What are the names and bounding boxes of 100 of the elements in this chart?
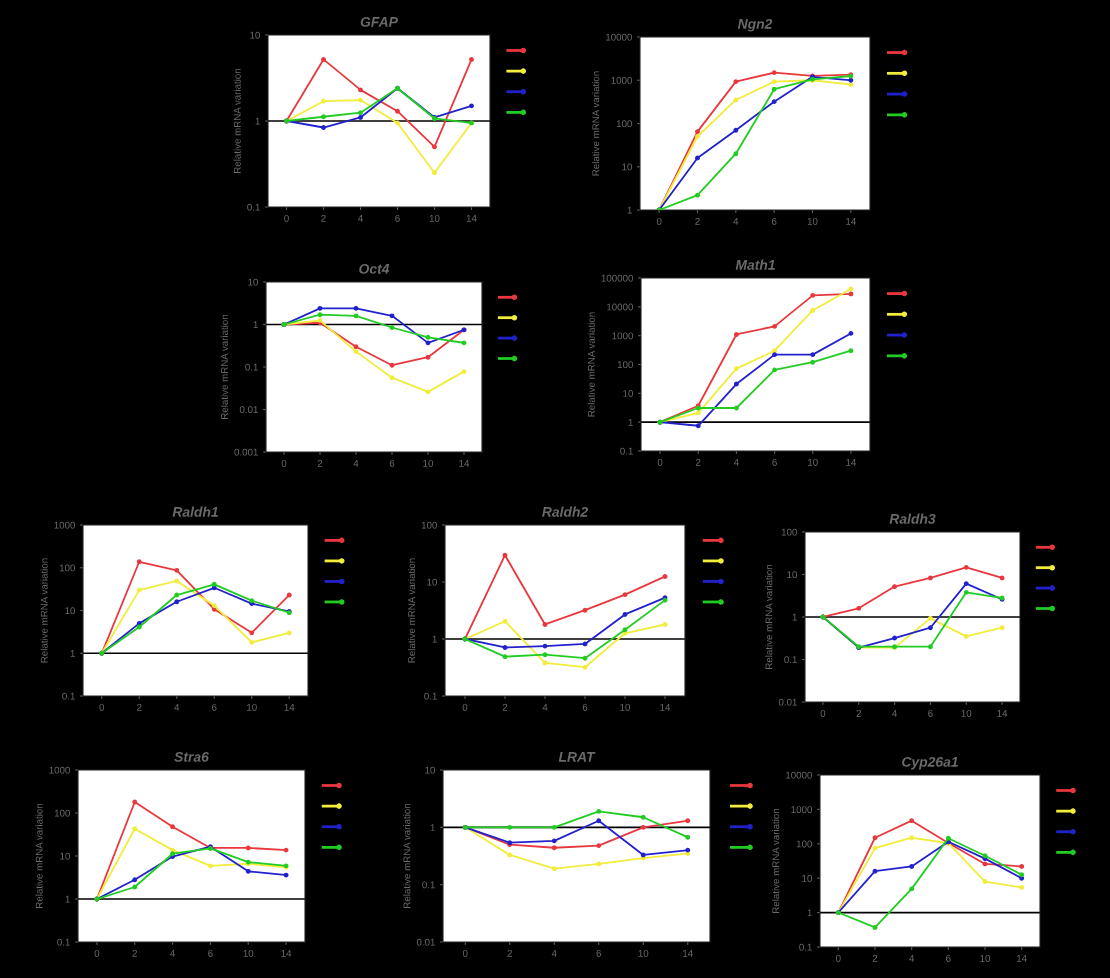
x-tick-label: 2 — [137, 703, 142, 711]
y-tick-label: 0.1 — [62, 692, 75, 700]
x-tick-label: 2 — [695, 217, 700, 225]
y-axis-title: Relative mRNA variation — [403, 803, 411, 908]
y-axis-title: Relative mRNA variation — [765, 564, 773, 669]
x-tick-label: 4 — [909, 955, 915, 962]
y-tick-label: 100 — [59, 564, 75, 572]
y-tick-label: 100 — [54, 809, 70, 817]
x-tick-label: 6 — [389, 459, 395, 467]
y-tick-label: 10 — [802, 874, 812, 882]
x-tick-label: 2 — [132, 949, 137, 957]
x-tick-label: 4 — [353, 460, 359, 467]
chart-title: Raldh1 — [172, 506, 218, 517]
x-tick-label: 4 — [170, 950, 175, 957]
y-tick-label: 10 — [787, 571, 797, 579]
x-tick-label: 0 — [656, 217, 662, 225]
x-tick-label: 4 — [733, 218, 739, 225]
x-tick-label: 6 — [208, 949, 213, 957]
chart-title: Raldh3 — [889, 513, 936, 524]
y-tick-label: 1 — [70, 650, 75, 657]
y-tick-label: 1 — [65, 895, 70, 903]
x-tick-label: 2 — [321, 214, 326, 222]
y-tick-label: 100 — [617, 361, 633, 369]
x-tick-label: 2 — [696, 458, 701, 466]
x-tick-label: 6 — [771, 217, 777, 225]
y-tick-label: 0.1 — [799, 943, 812, 951]
x-tick-label: 0 — [281, 459, 287, 467]
y-axis-title: Relative mRNA variation — [233, 68, 241, 173]
x-tick-label: 0 — [99, 703, 105, 711]
y-tick-label: 10 — [425, 766, 435, 774]
y-tick-label: 0.1 — [620, 447, 633, 455]
y-tick-label: 10 — [60, 852, 70, 860]
y-tick-label: 1 — [627, 206, 632, 214]
chart-title: GFAP — [360, 16, 398, 27]
x-tick-label: 2 — [856, 709, 861, 717]
x-tick-label: 0 — [657, 458, 663, 466]
x-tick-label: 4 — [733, 459, 739, 466]
y-tick-label: 0.001 — [234, 448, 258, 456]
y-tick-label: 1000 — [54, 521, 75, 529]
x-tick-label: 6 — [772, 458, 777, 466]
y-tick-label: 1 — [807, 909, 812, 917]
x-tick-label: 0 — [820, 709, 826, 717]
y-tick-label: 1 — [628, 419, 633, 426]
x-tick-label: 10 — [808, 458, 818, 466]
x-tick-label: 10 — [638, 949, 649, 957]
x-tick-label: 4 — [551, 950, 557, 957]
y-tick-label: 100000 — [601, 274, 633, 282]
x-tick-label: 6 — [928, 709, 933, 717]
y-tick-label: 10 — [623, 390, 633, 397]
y-tick-label: 1 — [432, 635, 437, 643]
x-tick-label: 4 — [892, 710, 897, 717]
y-axis-title: Relative mRNA variation — [407, 558, 416, 663]
y-tick-label: 0.01 — [239, 406, 258, 414]
chart-title: Oct4 — [359, 263, 390, 274]
x-tick-label: 6 — [395, 214, 400, 222]
x-tick-label: 6 — [596, 949, 602, 957]
x-tick-label: 14 — [459, 460, 470, 467]
y-axis-title: Relative mRNA variation — [592, 71, 600, 176]
y-tick-label: 0.1 — [422, 881, 435, 889]
y-axis-title: Relative mRNA variation — [587, 312, 595, 417]
y-tick-label: 10000 — [786, 771, 812, 779]
x-tick-label: 10 — [980, 954, 991, 962]
y-tick-label: 10 — [622, 163, 632, 171]
chart-title: Math1 — [735, 259, 775, 270]
y-tick-label: 100 — [796, 840, 812, 848]
x-tick-label: 14 — [1017, 955, 1027, 962]
y-tick-label: 0.1 — [424, 692, 437, 700]
y-tick-label: 0.1 — [784, 656, 797, 664]
y-tick-label: 100 — [781, 528, 797, 536]
y-tick-label: 10 — [427, 578, 437, 586]
x-tick-label: 2 — [502, 703, 508, 711]
y-tick-label: 1 — [430, 824, 435, 831]
chart-title: LRAT — [558, 752, 596, 762]
y-tick-label: 0.1 — [57, 938, 70, 946]
y-tick-label: 0.01 — [778, 698, 797, 706]
y-axis-title: Relative mRNA variation — [40, 558, 48, 663]
x-tick-label: 0 — [284, 214, 289, 222]
y-tick-label: 10 — [250, 31, 260, 39]
y-axis-title: Relative mRNA variation — [220, 314, 228, 419]
chart-title: Cyp26a1 — [902, 756, 958, 770]
x-tick-label: 6 — [582, 703, 588, 711]
y-tick-label: 10000 — [607, 303, 633, 311]
x-tick-label: 14 — [846, 218, 856, 225]
x-tick-label: 6 — [212, 703, 217, 711]
y-axis-title: Relative mRNA variation — [35, 803, 43, 908]
x-tick-label: 6 — [946, 954, 951, 962]
y-tick-label: 1000 — [612, 332, 633, 340]
x-tick-label: 2 — [507, 949, 512, 957]
x-tick-label: 14 — [281, 950, 292, 957]
x-tick-label: 0 — [462, 703, 468, 711]
x-tick-label: 14 — [284, 704, 295, 711]
chart-title: Stra6 — [174, 751, 209, 762]
chart-title: Ngn2 — [737, 18, 773, 32]
y-tick-label: 10000 — [606, 33, 632, 41]
x-tick-label: 0 — [462, 949, 468, 957]
y-tick-label: 0.01 — [416, 938, 435, 946]
x-tick-label: 14 — [997, 710, 1008, 717]
y-tick-label: 0.1 — [245, 363, 258, 371]
x-tick-label: 0 — [94, 949, 100, 957]
x-tick-label: 4 — [542, 704, 548, 711]
